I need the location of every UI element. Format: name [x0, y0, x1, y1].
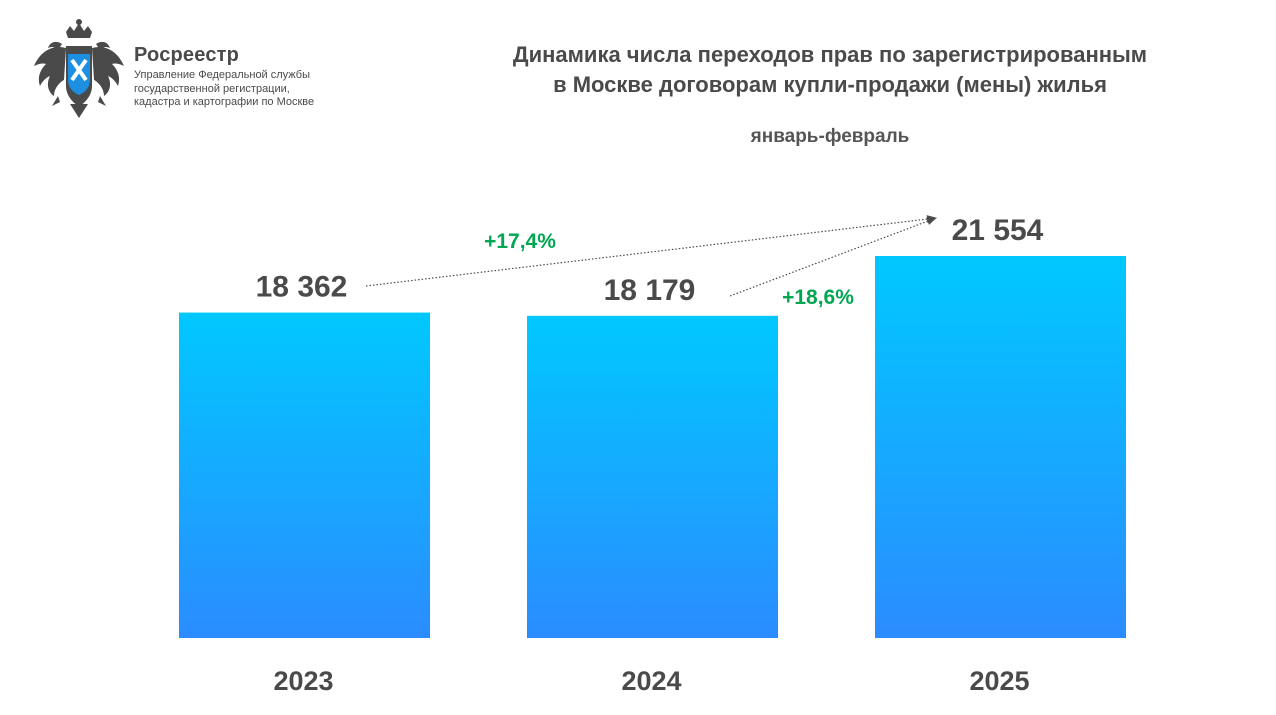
value-label-2025: 21 554: [952, 214, 1044, 247]
bar-2025: [875, 256, 1126, 638]
category-label-2025: 2025: [969, 666, 1029, 696]
org-subtitle: Управление Федеральной службы государств…: [134, 69, 334, 110]
value-label-2024: 18 179: [604, 274, 696, 307]
growth-arrow-2023-2025: [365, 215, 937, 287]
bar-2023: [179, 312, 430, 638]
growth-label-2024-2025: +18,6%: [782, 286, 854, 309]
org-subtitle-line: Управление Федеральной службы: [134, 69, 310, 81]
org-name: Росреестр: [134, 44, 240, 66]
org-subtitle-line: кадастра и картографии по Москве: [134, 96, 315, 108]
chart-title-line: в Москве договорам купли-продажи (мены) …: [553, 72, 1107, 97]
bar-2024: [527, 315, 778, 638]
chart-title-line: Динамика числа переходов прав по зарегис…: [512, 42, 1148, 67]
chart-subtitle: январь-февраль: [750, 126, 910, 147]
double-headed-eagle-emblem-icon: [34, 19, 124, 118]
category-label-2023: 2023: [273, 666, 333, 696]
growth-label-2023-2025: +17,4%: [484, 230, 556, 253]
value-label-2023: 18 362: [256, 271, 348, 304]
category-label-2024: 2024: [621, 666, 681, 696]
org-subtitle-line: государственной регистрации,: [134, 82, 290, 95]
chart-title: Динамика числа переходов прав по зарегис…: [430, 40, 1230, 100]
header: Росреестр Управление Федеральной службы …: [0, 0, 1276, 150]
